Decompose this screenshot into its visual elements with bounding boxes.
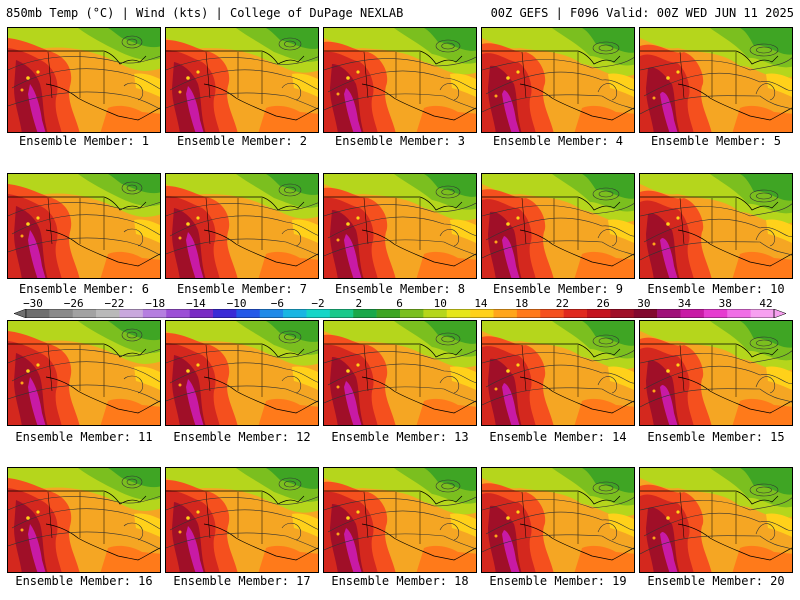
colorbar-tick-label: −18 <box>145 297 166 310</box>
ensemble-member-map <box>7 173 161 279</box>
colorbar-swatch <box>610 309 635 318</box>
colorbar-tick-label: 10 <box>433 297 447 310</box>
ensemble-member-label: Ensemble Member: 2 <box>176 134 308 148</box>
colorbar-swatch <box>563 309 588 318</box>
ensemble-member-map <box>481 27 635 133</box>
colorbar-swatch <box>49 309 74 318</box>
colorbar-swatch <box>213 309 237 318</box>
colorbar-swatch <box>703 309 728 318</box>
colorbar-tick-label: 14 <box>474 297 488 310</box>
colorbar-swatch <box>166 309 190 318</box>
colorbar-tick-label: −30 <box>23 297 43 310</box>
colorbar-swatch <box>306 309 331 318</box>
ensemble-member-map <box>7 320 161 426</box>
ensemble-member-label: Ensemble Member: 13 <box>331 430 469 444</box>
colorbar-swatch <box>633 309 658 318</box>
colorbar-swatch <box>493 309 518 318</box>
ensemble-member-label: Ensemble Member: 4 <box>492 134 624 148</box>
ensemble-member-label: Ensemble Member: 16 <box>15 574 153 588</box>
ensemble-member-label: Ensemble Member: 6 <box>18 282 150 296</box>
colorbar-tick-label: −26 <box>63 297 84 310</box>
colorbar-swatch <box>119 309 144 318</box>
colorbar-tick-label: 38 <box>718 297 732 310</box>
colorbar-swatch <box>750 309 775 318</box>
colorbar-tick-label: 6 <box>396 297 403 310</box>
ensemble-member-map <box>7 27 161 133</box>
colorbar-swatch <box>236 309 261 318</box>
colorbar-max-arrow <box>773 309 786 318</box>
colorbar-swatch <box>516 309 541 318</box>
colorbar-tick-label: 18 <box>515 297 529 310</box>
colorbar-swatch <box>353 309 377 318</box>
ensemble-member-label: Ensemble Member: 17 <box>173 574 311 588</box>
colorbar-swatch <box>259 309 284 318</box>
ensemble-member-label: Ensemble Member: 11 <box>15 430 153 444</box>
ensemble-member-label: Ensemble Member: 1 <box>18 134 150 148</box>
ensemble-member-label: Ensemble Member: 18 <box>331 574 469 588</box>
ensemble-member-map <box>323 320 477 426</box>
colorbar-tick-label: 26 <box>596 297 610 310</box>
ensemble-member-map <box>323 467 477 573</box>
ensemble-member-label: Ensemble Member: 9 <box>492 282 624 296</box>
ensemble-member-map <box>481 320 635 426</box>
ensemble-member-map <box>7 467 161 573</box>
colorbar-swatch <box>680 309 705 318</box>
ensemble-member-label: Ensemble Member: 14 <box>489 430 627 444</box>
ensemble-member-label: Ensemble Member: 19 <box>489 574 627 588</box>
ensemble-member-label: Ensemble Member: 20 <box>647 574 785 588</box>
colorbar-tick-label: −6 <box>270 297 284 310</box>
ensemble-member-label: Ensemble Member: 8 <box>334 282 466 296</box>
ensemble-member-label: Ensemble Member: 5 <box>650 134 782 148</box>
colorbar-swatch <box>400 309 424 318</box>
ensemble-member-map <box>323 27 477 133</box>
colorbar-tick-label: 30 <box>637 297 651 310</box>
colorbar-swatch <box>446 309 471 318</box>
colorbar-swatch <box>657 309 681 318</box>
ensemble-member-label: Ensemble Member: 12 <box>173 430 311 444</box>
ensemble-member-map <box>639 173 793 279</box>
ensemble-member-map <box>165 467 319 573</box>
ensemble-member-map <box>639 320 793 426</box>
ensemble-member-map <box>165 320 319 426</box>
colorbar-tick-label: 34 <box>677 297 692 310</box>
valid-time: 00Z GEFS | F096 Valid: 00Z WED JUN 11 20… <box>490 6 794 20</box>
colorbar-swatch <box>727 309 751 318</box>
colorbar-swatch <box>72 309 97 318</box>
ensemble-member-map <box>323 173 477 279</box>
colorbar-tick-label: −14 <box>185 297 206 310</box>
map-title: 850mb Temp (°C) | Wind (kts) | College o… <box>6 6 404 20</box>
temperature-colorbar <box>14 309 786 318</box>
ensemble-member-label: Ensemble Member: 7 <box>176 282 308 296</box>
colorbar-tick-label: 22 <box>555 297 569 310</box>
colorbar-swatch <box>142 309 167 318</box>
colorbar-swatch <box>540 309 564 318</box>
colorbar-tick-label: −22 <box>104 297 125 310</box>
colorbar-tick-label: 2 <box>355 297 363 310</box>
colorbar-swatch <box>376 309 401 318</box>
ensemble-member-map <box>481 467 635 573</box>
colorbar-swatch <box>470 309 494 318</box>
ensemble-member-label: Ensemble Member: 10 <box>647 282 785 296</box>
ensemble-member-label: Ensemble Member: 3 <box>334 134 466 148</box>
colorbar-swatch <box>329 309 354 318</box>
colorbar-tick-label: 42 <box>759 297 773 310</box>
colorbar-swatch <box>587 309 611 318</box>
ensemble-member-map <box>165 27 319 133</box>
ensemble-member-label: Ensemble Member: 15 <box>647 430 785 444</box>
ensemble-member-map <box>165 173 319 279</box>
ensemble-member-map <box>481 173 635 279</box>
colorbar-swatch <box>283 309 307 318</box>
colorbar-tick-label: −10 <box>226 297 247 310</box>
ensemble-member-map <box>639 467 793 573</box>
colorbar-swatch <box>423 309 448 318</box>
ensemble-member-map <box>639 27 793 133</box>
colorbar-swatch <box>26 309 50 318</box>
colorbar-tick-label: −2 <box>311 297 325 310</box>
colorbar-min-arrow <box>14 309 27 318</box>
colorbar-swatch <box>96 309 120 318</box>
colorbar-swatch <box>189 309 214 318</box>
